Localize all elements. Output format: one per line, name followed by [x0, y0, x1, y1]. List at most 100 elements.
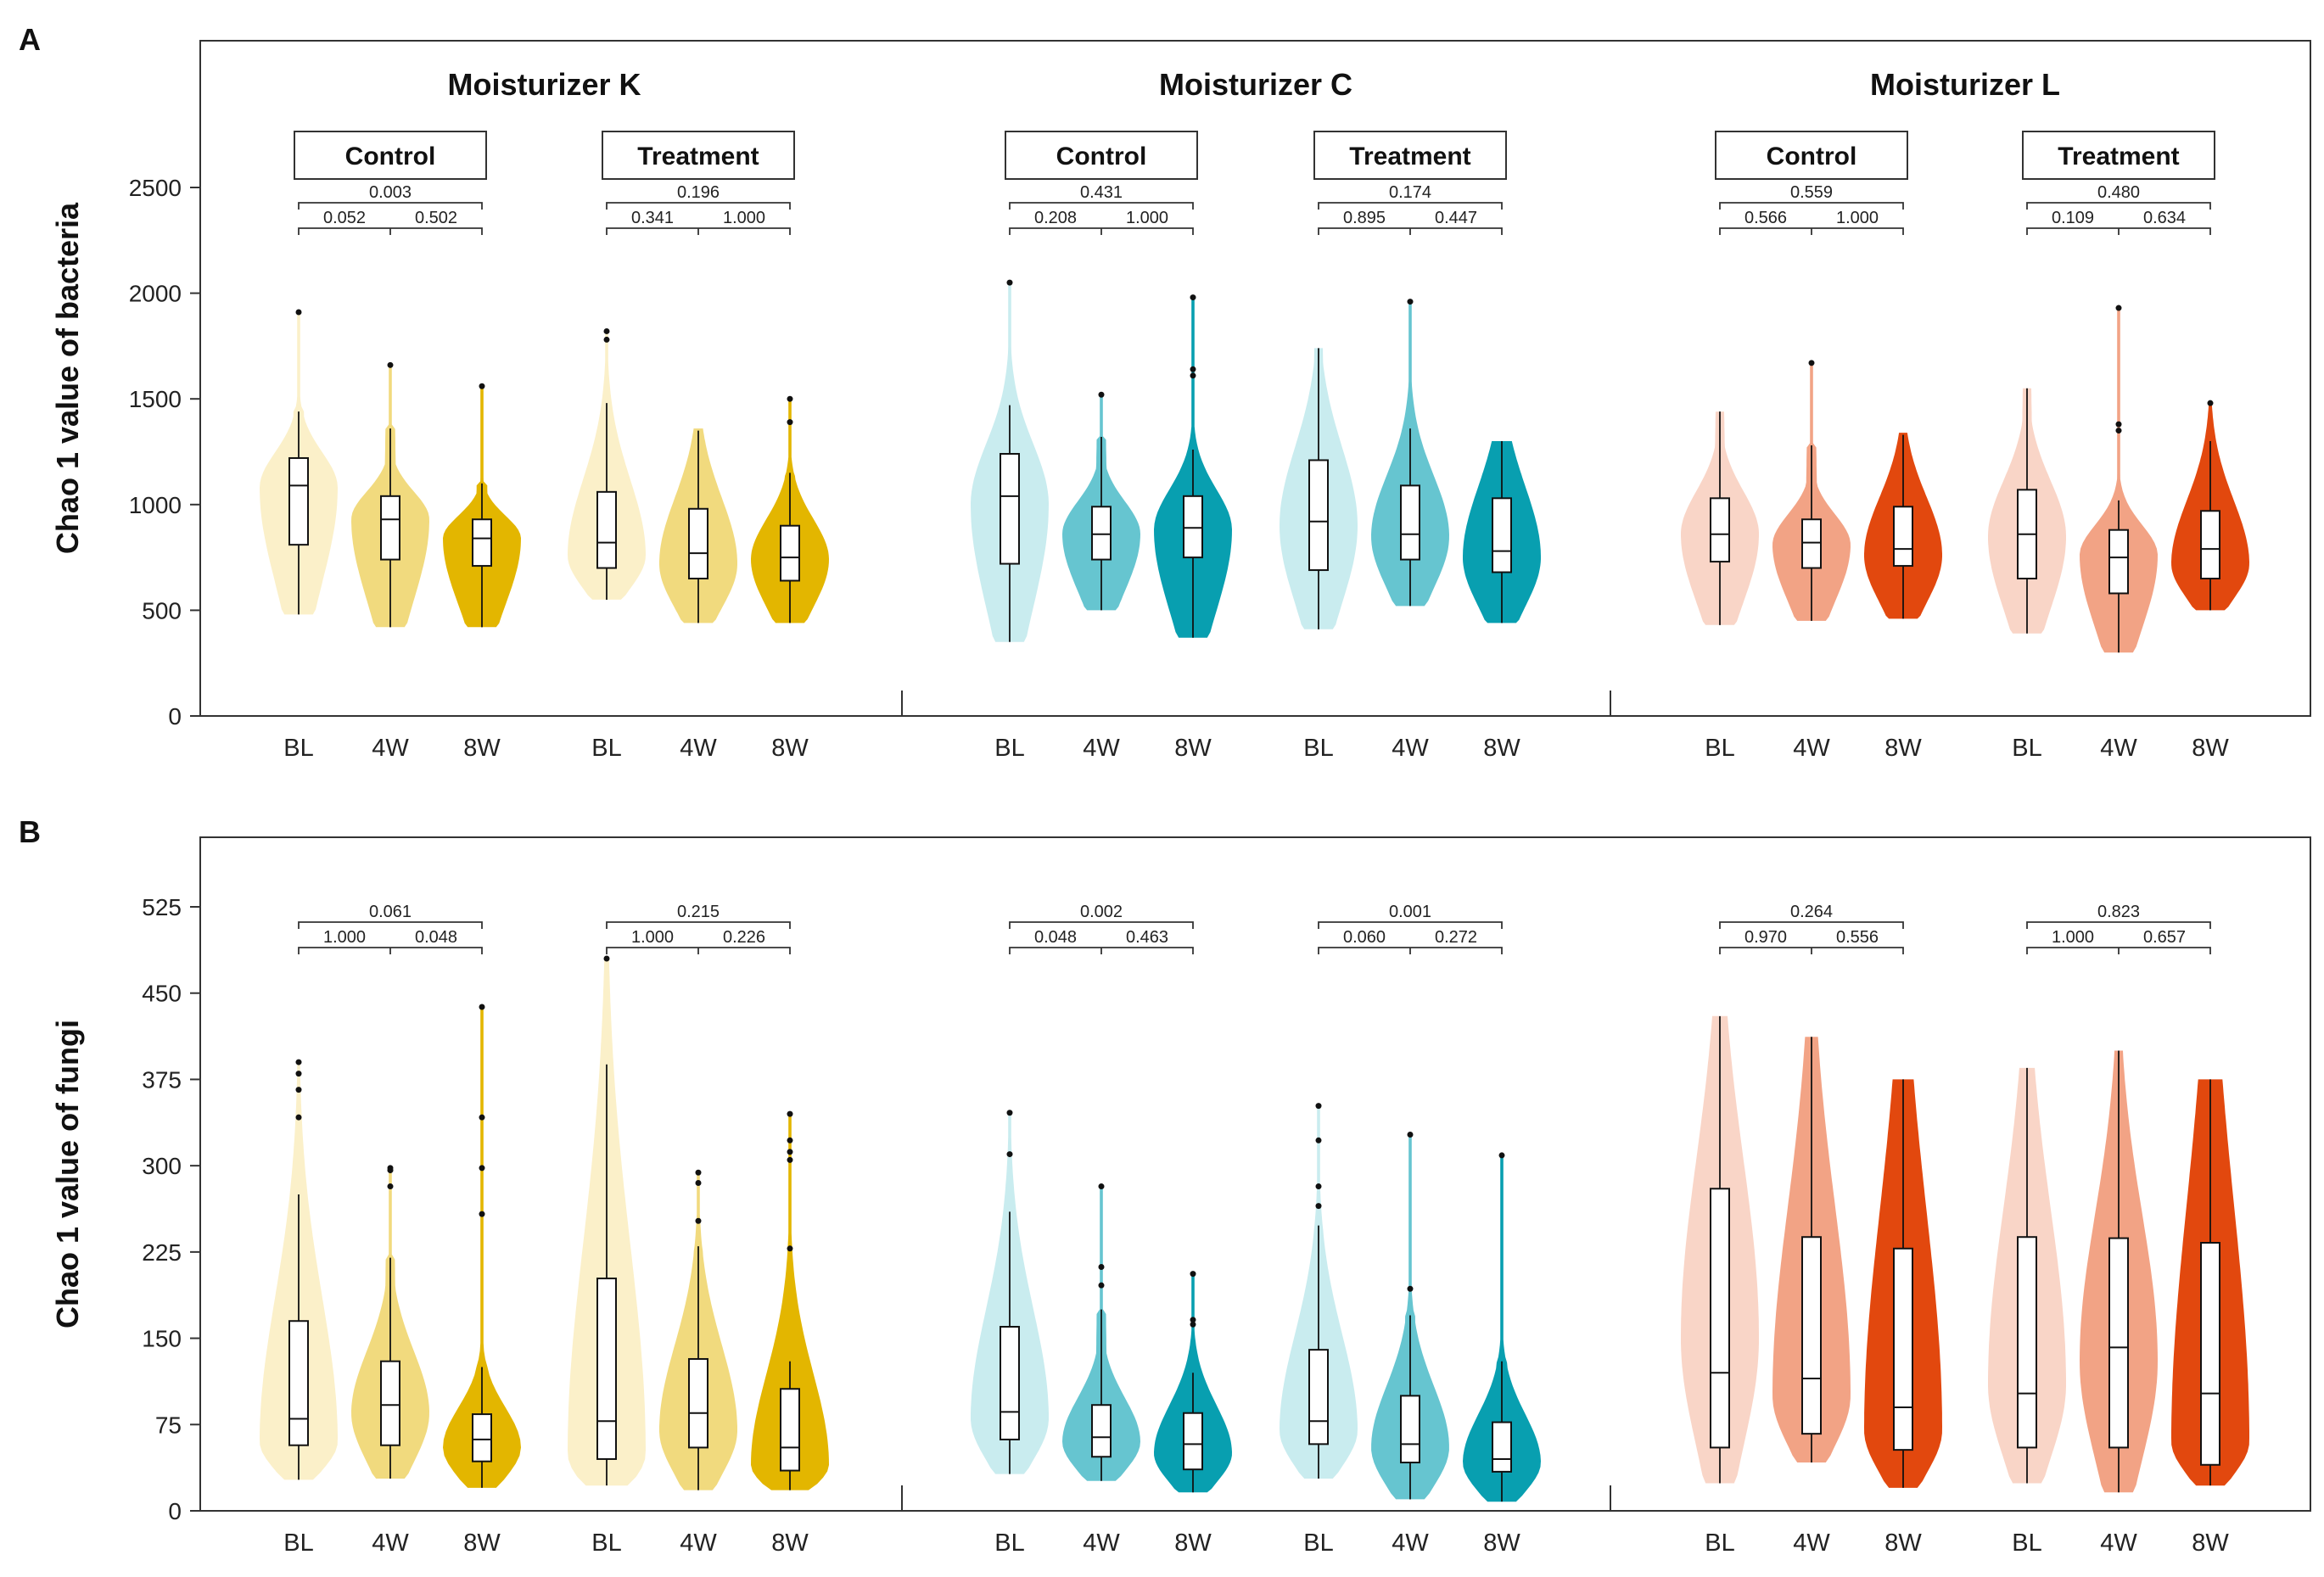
x-tick-label: 4W	[2100, 1529, 2137, 1557]
bracket-pairwise	[606, 947, 791, 954]
outlier-point	[1006, 1151, 1013, 1158]
p-value-4w-8w: 0.272	[1435, 928, 1477, 947]
violin-moisturizer-l-control-4w	[1772, 360, 1851, 621]
p-value-overall: 0.480	[2097, 183, 2140, 202]
violin-moisturizer-l-treatment-4w	[2080, 305, 2158, 653]
p-value-overall: 0.215	[677, 903, 720, 921]
y-tick-label: 0	[168, 703, 182, 730]
iqr-box	[1400, 484, 1420, 561]
y-axis-label: Chao 1 value of bacteria	[50, 202, 85, 554]
outlier-point	[479, 1114, 485, 1121]
iqr-box	[596, 490, 617, 569]
y-tick-label: 375	[142, 1066, 182, 1093]
y-tick-label: 75	[155, 1412, 182, 1438]
y-tick-label: 150	[142, 1326, 182, 1352]
violin-moisturizer-k-treatment-4w	[659, 428, 737, 624]
bracket-overall	[1009, 202, 1194, 210]
x-tick-label: BL	[1303, 735, 1333, 762]
outlier-point	[1407, 299, 1414, 305]
violin-moisturizer-k-treatment-bl	[568, 327, 646, 600]
bracket-pairwise	[2026, 947, 2211, 954]
p-value-bl-4w: 1.000	[631, 928, 674, 947]
p-value-4w-8w: 1.000	[723, 209, 765, 227]
x-tick-label: BL	[1303, 1529, 1333, 1557]
y-tick-label: 225	[142, 1239, 182, 1266]
iqr-box	[1710, 1188, 1730, 1449]
x-tick-label: 8W	[1483, 1529, 1520, 1557]
outlier-point	[1190, 372, 1196, 379]
x-tick-label: 4W	[2100, 735, 2137, 762]
violin-shape	[751, 1114, 829, 1490]
outlier-point	[1407, 1285, 1414, 1292]
x-tick-label: 4W	[1392, 1529, 1429, 1557]
x-tick-label: 4W	[680, 735, 717, 762]
outlier-point	[787, 1156, 793, 1163]
outlier-point	[387, 361, 394, 368]
bracket-overall	[1318, 921, 1503, 929]
outlier-point	[1808, 360, 1815, 366]
iqr-box	[1000, 452, 1020, 565]
iqr-box	[1183, 1412, 1203, 1471]
outlier-point	[603, 327, 610, 334]
bracket-pairwise	[298, 947, 483, 954]
iqr-box	[2017, 1236, 2037, 1449]
outlier-point	[387, 1167, 394, 1174]
y-tick-label: 0	[168, 1498, 182, 1524]
arm-label-box	[1715, 131, 1908, 180]
iqr-box	[2200, 510, 2220, 580]
iqr-box	[780, 1388, 800, 1472]
iqr-box	[472, 518, 492, 568]
violin-moisturizer-l-control-8w	[1864, 1079, 1942, 1488]
iqr-box	[1308, 459, 1329, 572]
outlier-point	[787, 1149, 793, 1155]
outlier-point	[295, 1071, 302, 1077]
x-tick-label: 8W	[771, 1529, 809, 1557]
iqr-box	[2108, 1237, 2129, 1449]
violin-moisturizer-l-control-bl	[1681, 1015, 1759, 1484]
outlier-point	[295, 1087, 302, 1093]
iqr-box	[2108, 528, 2129, 595]
bracket-pairwise	[1719, 227, 1904, 235]
x-tick-label: BL	[2012, 735, 2041, 762]
violin-moisturizer-l-treatment-8w	[2171, 400, 2249, 611]
panel-A: A 0 500 1000 1500 2000 2500 Chao 1 value of bac…	[19, 22, 2311, 762]
violin-moisturizer-l-control-8w	[1864, 433, 1942, 619]
iqr-box	[1893, 1247, 1913, 1451]
x-tick-label: 8W	[1174, 1529, 1212, 1557]
iqr-box	[288, 456, 309, 546]
outlier-point	[1407, 1132, 1414, 1138]
arm-label-box	[2022, 131, 2215, 180]
arm-label: Treatment	[2058, 143, 2179, 171]
y-tick-label: 1500	[129, 386, 182, 412]
arm-label: Control	[1767, 143, 1857, 171]
x-tick-label: 4W	[680, 1529, 717, 1557]
arm-label-box	[602, 131, 795, 180]
outlier-point	[1098, 391, 1105, 398]
p-value-bl-4w: 1.000	[2052, 928, 2094, 947]
outlier-point	[787, 1137, 793, 1144]
x-tick-label: 4W	[1392, 735, 1429, 762]
arm-label: Control	[1056, 143, 1147, 171]
p-value-bl-4w: 0.208	[1034, 209, 1077, 227]
outlier-point	[479, 1004, 485, 1010]
violin-moisturizer-k-control-8w	[443, 383, 521, 628]
iqr-box	[2200, 1242, 2220, 1466]
bracket-pairwise	[1719, 947, 1904, 954]
violin-moisturizer-c-control-bl	[971, 279, 1049, 642]
outlier-point	[787, 395, 793, 402]
violin-moisturizer-l-control-4w	[1772, 1037, 1851, 1463]
x-tick-label: 8W	[1884, 1529, 1922, 1557]
outlier-point	[1190, 1317, 1196, 1323]
x-tick-label: BL	[2012, 1529, 2041, 1557]
violin-moisturizer-k-control-4w	[351, 361, 429, 628]
group-title: Moisturizer L	[1870, 67, 2060, 102]
x-tick-label: BL	[1705, 735, 1734, 762]
x-tick-label: BL	[994, 1529, 1024, 1557]
violin-moisturizer-l-treatment-4w	[2080, 1050, 2158, 1493]
iqr-box	[380, 495, 400, 561]
